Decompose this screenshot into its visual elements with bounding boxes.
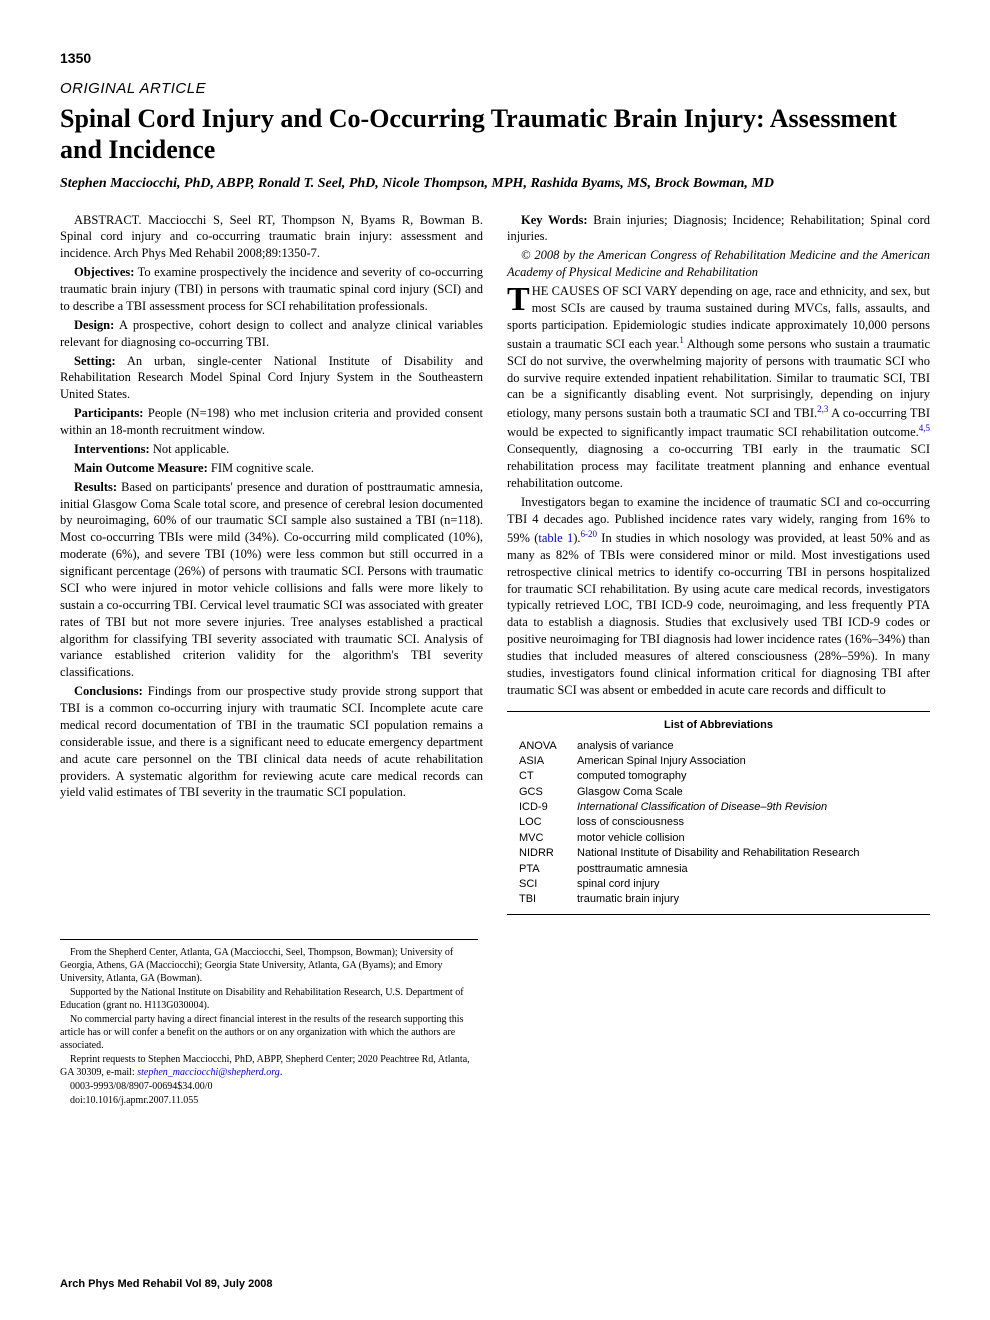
outcome-label: Main Outcome Measure: bbox=[74, 461, 208, 475]
setting-para: Setting: An urban, single-center Nationa… bbox=[60, 353, 483, 404]
abbrev-key: ICD-9 bbox=[507, 800, 577, 815]
abbrev-key: PTA bbox=[507, 862, 577, 877]
objectives-label: Objectives: bbox=[74, 265, 134, 279]
page-footer: Arch Phys Med Rehabil Vol 89, July 2008 bbox=[60, 1278, 273, 1290]
author-list: Stephen Macciocchi, PhD, ABPP, Ronald T.… bbox=[60, 175, 930, 193]
intro-paragraph-2: Investigators began to examine the incid… bbox=[507, 494, 930, 699]
abstract-citation: ABSTRACT. Macciocchi S, Seel RT, Thompso… bbox=[60, 212, 483, 263]
footnote-from: From the Shepherd Center, Atlanta, GA (M… bbox=[60, 946, 478, 985]
abbrev-row: MVCmotor vehicle collision bbox=[507, 831, 930, 846]
dropcap: T bbox=[507, 283, 532, 316]
interventions-label: Interventions: bbox=[74, 442, 150, 456]
page-number: 1350 bbox=[60, 50, 930, 66]
abbrev-row: TBItraumatic brain injury bbox=[507, 892, 930, 907]
abbreviation-title: List of Abbreviations bbox=[507, 718, 930, 733]
abbrev-row: PTAposttraumatic amnesia bbox=[507, 862, 930, 877]
article-type: ORIGINAL ARTICLE bbox=[60, 80, 930, 97]
results-label: Results: bbox=[74, 480, 117, 494]
citation-sup-4[interactable]: 6-20 bbox=[581, 529, 598, 539]
article-title: Spinal Cord Injury and Co-Occurring Trau… bbox=[60, 103, 930, 165]
abbrev-value: International Classification of Disease–… bbox=[577, 800, 930, 815]
abbrev-value: motor vehicle collision bbox=[577, 831, 930, 846]
copyright-text: © 2008 by the American Congress of Rehab… bbox=[507, 247, 930, 281]
abbrev-key: TBI bbox=[507, 892, 577, 907]
objectives-para: Objectives: To examine prospectively the… bbox=[60, 264, 483, 315]
abbrev-key: LOC bbox=[507, 815, 577, 830]
abbrev-value: National Institute of Disability and Reh… bbox=[577, 846, 930, 861]
design-text: A prospective, cohort design to collect … bbox=[60, 318, 483, 349]
abbrev-row: GCSGlasgow Coma Scale bbox=[507, 785, 930, 800]
intro-text-4: Consequently, diagnosing a co-occurring … bbox=[507, 442, 930, 490]
footnote-doi: doi:10.1016/j.apmr.2007.11.055 bbox=[60, 1094, 478, 1107]
footnote-issn: 0003-9993/08/8907-00694$34.00/0 bbox=[60, 1080, 478, 1093]
footnote-supported: Supported by the National Institute on D… bbox=[60, 986, 478, 1012]
abbrev-value: traumatic brain injury bbox=[577, 892, 930, 907]
abbrev-key: ANOVA bbox=[507, 739, 577, 754]
abbrev-row: NIDRRNational Institute of Disability an… bbox=[507, 846, 930, 861]
abbrev-key: CT bbox=[507, 769, 577, 784]
abbrev-key: SCI bbox=[507, 877, 577, 892]
footnotes-block: From the Shepherd Center, Atlanta, GA (M… bbox=[60, 939, 478, 1107]
interventions-para: Interventions: Not applicable. bbox=[60, 441, 483, 458]
abbrev-row: CTcomputed tomography bbox=[507, 769, 930, 784]
participants-para: Participants: People (N=198) who met inc… bbox=[60, 405, 483, 439]
footnote-commercial: No commercial party having a direct fina… bbox=[60, 1013, 478, 1052]
design-label: Design: bbox=[74, 318, 114, 332]
abbrev-key: MVC bbox=[507, 831, 577, 846]
abbrev-value: spinal cord injury bbox=[577, 877, 930, 892]
conclusions-label: Conclusions: bbox=[74, 684, 143, 698]
conclusions-para: Conclusions: Findings from our prospecti… bbox=[60, 683, 483, 801]
abbrev-row: SCIspinal cord injury bbox=[507, 877, 930, 892]
abbrev-key: GCS bbox=[507, 785, 577, 800]
outcome-para: Main Outcome Measure: FIM cognitive scal… bbox=[60, 460, 483, 477]
setting-text: An urban, single-center National Institu… bbox=[60, 354, 483, 402]
intro-paragraph-1: THE CAUSES OF SCI VARY depending on age,… bbox=[507, 283, 930, 492]
abbreviation-box: List of Abbreviations ANOVAanalysis of v… bbox=[507, 711, 930, 915]
abbrev-row: ASIAAmerican Spinal Injury Association bbox=[507, 754, 930, 769]
para2-text-b: ). bbox=[573, 531, 580, 545]
two-column-body: ABSTRACT. Macciocchi S, Seel RT, Thompso… bbox=[60, 212, 930, 915]
abbrev-value: computed tomography bbox=[577, 769, 930, 784]
abbrev-row: ANOVAanalysis of variance bbox=[507, 739, 930, 754]
interventions-text: Not applicable. bbox=[150, 442, 230, 456]
abbrev-value: analysis of variance bbox=[577, 739, 930, 754]
keywords-para: Key Words: Brain injuries; Diagnosis; In… bbox=[507, 212, 930, 246]
abbrev-key: ASIA bbox=[507, 754, 577, 769]
citation-sup-2[interactable]: 2,3 bbox=[817, 404, 828, 414]
results-para: Results: Based on participants' presence… bbox=[60, 479, 483, 682]
abbrev-value: American Spinal Injury Association bbox=[577, 754, 930, 769]
abbrev-value: Glasgow Coma Scale bbox=[577, 785, 930, 800]
abbrev-value: posttraumatic amnesia bbox=[577, 862, 930, 877]
table-1-link[interactable]: table 1 bbox=[538, 531, 573, 545]
para2-text-c: In studies in which nosology was provide… bbox=[507, 531, 930, 697]
abbrev-row: LOCloss of consciousness bbox=[507, 815, 930, 830]
abbrev-value: loss of consciousness bbox=[577, 815, 930, 830]
results-text: Based on participants' presence and dura… bbox=[60, 480, 483, 680]
setting-label: Setting: bbox=[74, 354, 116, 368]
abbreviation-list: ANOVAanalysis of varianceASIAAmerican Sp… bbox=[507, 739, 930, 908]
abbrev-key: NIDRR bbox=[507, 846, 577, 861]
conclusions-text: Findings from our prospective study prov… bbox=[60, 684, 483, 799]
right-column: Key Words: Brain injuries; Diagnosis; In… bbox=[507, 212, 930, 915]
citation-sup-3[interactable]: 4,5 bbox=[919, 423, 930, 433]
keywords-label: Key Words: bbox=[521, 213, 588, 227]
reprint-email-link[interactable]: stephen_macciocchi@shepherd.org bbox=[137, 1067, 280, 1078]
outcome-text: FIM cognitive scale. bbox=[208, 461, 314, 475]
abbrev-row: ICD-9International Classification of Dis… bbox=[507, 800, 930, 815]
design-para: Design: A prospective, cohort design to … bbox=[60, 317, 483, 351]
left-column: ABSTRACT. Macciocchi S, Seel RT, Thompso… bbox=[60, 212, 483, 915]
footnote-reprint: Reprint requests to Stephen Macciocchi, … bbox=[60, 1053, 478, 1079]
reprint-text-b: . bbox=[280, 1067, 283, 1078]
participants-label: Participants: bbox=[74, 406, 143, 420]
